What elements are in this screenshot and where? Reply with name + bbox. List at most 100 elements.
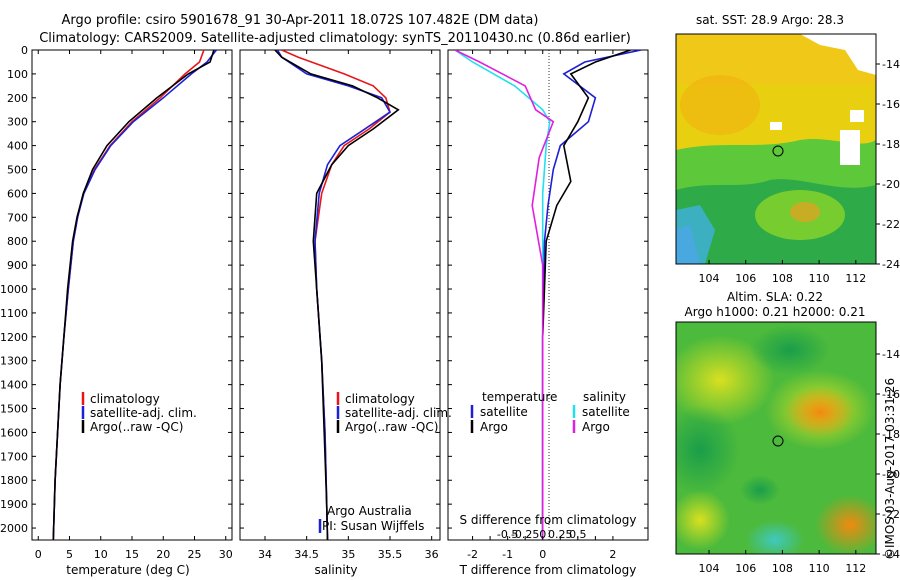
lat-tick-label: -22 <box>882 218 900 231</box>
series-line-argo-raw-qc- <box>274 50 400 540</box>
legend-label-t-argo: Argo <box>480 420 508 434</box>
depth-tick-label: 900 <box>7 259 28 272</box>
x-tick-label: 20 <box>156 548 170 561</box>
argo-location-marker <box>772 435 784 447</box>
salinity-panel-frame <box>239 49 441 541</box>
temperature-axis-label: temperature (deg C) <box>66 563 189 577</box>
lat-tick-label: -20 <box>882 468 900 481</box>
sla-map-title-line1: Altim. SLA: 0.22 <box>727 290 823 304</box>
salinity-profiles <box>274 50 400 540</box>
series-line-argo <box>454 50 555 540</box>
sla-map-field <box>676 322 876 554</box>
x-tick-label: 10 <box>94 548 108 561</box>
depth-tick-label: 1800 <box>0 474 28 487</box>
lat-tick-label: -24 <box>882 258 900 271</box>
argo-location-marker <box>772 145 784 157</box>
x-tick-label: 25 <box>188 548 202 561</box>
series-line-satellite-adj-clim- <box>276 50 392 540</box>
sla-map-axes: 104 106 108 110 112 -14 -16 -18 -20 -22 -24 <box>699 348 900 575</box>
lon-tick-label: 112 <box>845 562 866 575</box>
series-line-argo <box>541 50 631 540</box>
salinity-axis-label: salinity <box>314 563 357 577</box>
temperature-profiles <box>52 50 218 540</box>
depth-tick-label: 500 <box>7 164 28 177</box>
x-tick-label: -2 <box>467 548 478 561</box>
x-tick-label: -1 <box>502 548 513 561</box>
depth-tick-label: 1700 <box>0 450 28 463</box>
x-tick-label: 2 <box>609 548 616 561</box>
lon-tick-label: 110 <box>809 562 830 575</box>
lat-tick-label: -18 <box>882 138 900 151</box>
difference-x-axis: -2 -1 0 2 -0.5-0.25 0 0.250.5 <box>467 50 616 561</box>
legend-label-t-satellite: satellite <box>480 405 528 419</box>
depth-tick-label: 700 <box>7 211 28 224</box>
lon-tick-label: 110 <box>809 272 830 285</box>
depth-tick-label: 2000 <box>0 522 28 535</box>
x-tick-label: 34 <box>258 548 272 561</box>
series-line-argo-raw-qc- <box>52 50 215 540</box>
temperature-x-axis: 0 5 10 15 20 25 30 <box>35 50 233 561</box>
lat-tick-label: -24 <box>882 548 900 561</box>
s-tick-label: 0 <box>539 528 546 541</box>
difference-panel-frame <box>447 49 649 541</box>
lat-tick-label: -14 <box>882 348 900 361</box>
sst-map-field <box>676 34 876 264</box>
s-difference-axis-label: S difference from climatology <box>460 513 637 527</box>
x-tick-label: 30 <box>219 548 233 561</box>
s-tick-label: -0.5 <box>497 528 518 541</box>
credit-line2: PI: Susan Wijffels <box>322 519 424 533</box>
lat-tick-label: -16 <box>882 388 900 401</box>
depth-tick-label: 400 <box>7 140 28 153</box>
legend-label-argo: Argo(..raw -QC) <box>90 420 183 434</box>
depth-tick-label: 1100 <box>0 307 28 320</box>
s-tick-label: 0.25 <box>548 528 573 541</box>
series-line-satellite-adj-clim- <box>52 50 218 540</box>
figure-title-line1: Argo profile: csiro 5901678_91 30-Apr-20… <box>62 13 539 28</box>
series-line-climatology <box>52 50 205 540</box>
depth-tick-label: 1900 <box>0 498 28 511</box>
s-tick-label: -0.25 <box>511 528 539 541</box>
sla-map-frame <box>675 321 877 555</box>
x-tick-label: 5 <box>66 548 73 561</box>
lon-tick-label: 106 <box>735 562 756 575</box>
lon-tick-label: 104 <box>699 272 720 285</box>
x-tick-label: 36 <box>425 548 439 561</box>
difference-legend: temperature salinity satellite Argo sate… <box>470 390 630 434</box>
x-tick-label: 0 <box>539 548 546 561</box>
lon-tick-label: 112 <box>845 272 866 285</box>
depth-tick-label: 100 <box>7 68 28 81</box>
legend-header-temperature: temperature <box>482 390 557 404</box>
legend-label-climatology: climatology <box>90 392 160 406</box>
legend-label-satellite: satellite-adj. clim. <box>90 406 197 420</box>
lat-tick-label: -22 <box>882 508 900 521</box>
depth-tick-label: 1600 <box>0 426 28 439</box>
lon-tick-label: 108 <box>772 272 793 285</box>
depth-tick-label: 1400 <box>0 379 28 392</box>
credit-line1: Argo Australia <box>327 504 412 518</box>
legend-label-s-argo: Argo <box>582 420 610 434</box>
figure-title-line2: Climatology: CARS2009. Satellite-adjuste… <box>39 31 631 46</box>
lon-tick-label: 104 <box>699 562 720 575</box>
depth-tick-label: 300 <box>7 116 28 129</box>
depth-tick-label: 200 <box>7 92 28 105</box>
depth-tick-label: 1000 <box>0 283 28 296</box>
depth-axis: 0 100 200 300 400 500 600 700 800 900 1000 1100 1200… <box>0 44 648 535</box>
salinity-legend: climatology satellite-adj. clim. Argo(..… <box>336 392 452 434</box>
depth-tick-label: 600 <box>7 187 28 200</box>
x-tick-label: 15 <box>125 548 139 561</box>
depth-tick-label: 1200 <box>0 331 28 344</box>
depth-tick-label: 0 <box>21 44 28 57</box>
series-line-satellite <box>454 50 551 540</box>
salinity-x-axis: 34 34.5 35 35.5 36 <box>258 50 439 561</box>
depth-tick-label: 1300 <box>0 355 28 368</box>
legend-label-s-satellite: satellite <box>582 405 630 419</box>
lat-tick-label: -16 <box>882 98 900 111</box>
legend-header-salinity: salinity <box>583 390 626 404</box>
x-tick-label: 35 <box>341 548 355 561</box>
legend-label-satellite: satellite-adj. clim. <box>345 406 452 420</box>
x-tick-label: 34.5 <box>294 548 319 561</box>
lat-tick-label: -20 <box>882 178 900 191</box>
sla-map-title-line2: Argo h1000: 0.21 h2000: 0.21 <box>685 305 866 319</box>
sst-map-title: sat. SST: 28.9 Argo: 28.3 <box>696 13 844 27</box>
